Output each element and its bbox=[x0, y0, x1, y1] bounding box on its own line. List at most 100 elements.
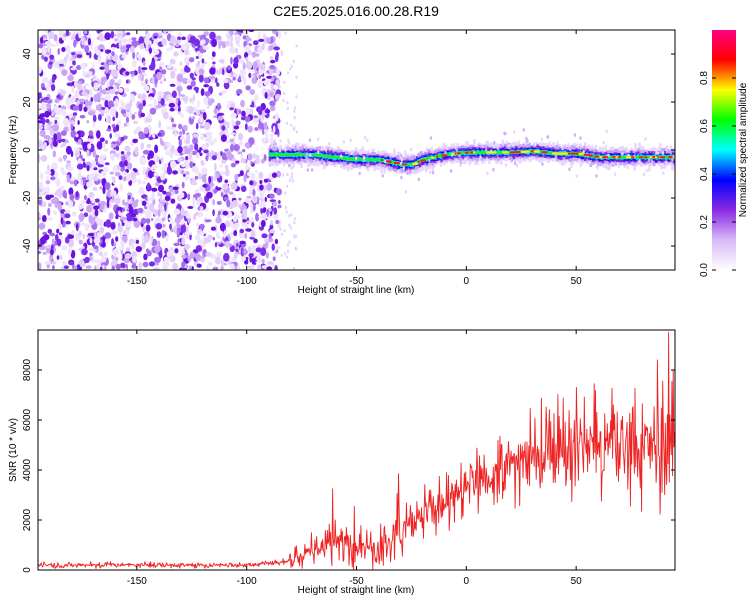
noise-speckle bbox=[137, 93, 143, 100]
signal-cell bbox=[648, 155, 650, 159]
noise-speckle bbox=[191, 182, 198, 186]
noise-speckle bbox=[254, 127, 259, 131]
signal-cell bbox=[288, 154, 291, 157]
noise-speckle bbox=[195, 110, 201, 116]
signal-speckle bbox=[465, 141, 468, 146]
signal-speckle bbox=[417, 177, 420, 182]
figure-title: C2E5.2025.016.00.28.R19 bbox=[273, 3, 439, 19]
noise-speckle bbox=[286, 107, 289, 111]
noise-speckle bbox=[81, 248, 88, 256]
snr-plot-area bbox=[38, 330, 675, 570]
noise-speckle bbox=[208, 157, 212, 161]
noise-speckle bbox=[44, 260, 52, 265]
noise-speckle bbox=[153, 172, 159, 177]
noise-speckle bbox=[250, 172, 256, 181]
noise-speckle bbox=[179, 61, 183, 66]
noise-speckle bbox=[224, 220, 231, 228]
signal-speckle bbox=[340, 154, 343, 158]
noise-speckle bbox=[145, 217, 151, 224]
noise-speckle bbox=[119, 183, 123, 192]
noise-speckle bbox=[109, 80, 114, 88]
noise-speckle bbox=[264, 109, 271, 114]
noise-speckle bbox=[282, 98, 285, 103]
noise-speckle bbox=[181, 181, 185, 189]
signal-cell bbox=[611, 155, 614, 159]
noise-speckle bbox=[121, 156, 126, 163]
noise-speckle bbox=[45, 179, 51, 185]
signal-peak-cell bbox=[401, 163, 405, 166]
noise-speckle bbox=[53, 105, 59, 114]
signal-speckle bbox=[404, 190, 408, 194]
noise-speckle bbox=[64, 139, 69, 144]
noise-speckle bbox=[280, 232, 284, 236]
noise-speckle bbox=[53, 60, 59, 69]
signal-cell bbox=[636, 156, 639, 159]
noise-speckle bbox=[166, 141, 171, 148]
noise-speckle bbox=[225, 150, 232, 159]
noise-speckle bbox=[107, 49, 112, 53]
noise-speckle bbox=[258, 122, 264, 130]
signal-speckle bbox=[572, 157, 576, 162]
noise-speckle bbox=[152, 267, 160, 270]
noise-speckle bbox=[85, 99, 89, 108]
noise-speckle bbox=[111, 46, 116, 51]
noise-speckle bbox=[270, 83, 274, 91]
noise-speckle bbox=[105, 140, 108, 145]
noise-speckle bbox=[202, 184, 208, 188]
signal-speckle bbox=[345, 165, 349, 169]
signal-cell bbox=[330, 155, 333, 159]
noise-speckle bbox=[154, 144, 159, 154]
noise-speckle bbox=[175, 43, 180, 48]
noise-speckle bbox=[191, 77, 196, 81]
noise-speckle bbox=[273, 207, 278, 215]
noise-speckle bbox=[142, 149, 150, 155]
noise-speckle bbox=[68, 199, 74, 208]
noise-speckle bbox=[200, 88, 205, 96]
noise-speckle bbox=[41, 117, 46, 126]
signal-speckle bbox=[406, 171, 409, 175]
noise-speckle bbox=[185, 156, 189, 161]
signal-peak-cell bbox=[501, 151, 509, 154]
noise-speckle bbox=[242, 208, 248, 217]
noise-speckle bbox=[71, 85, 75, 93]
signal-cell bbox=[289, 153, 292, 156]
noise-speckle bbox=[262, 207, 267, 213]
signal-speckle bbox=[276, 157, 279, 161]
noise-speckle bbox=[48, 61, 53, 65]
noise-speckle bbox=[251, 230, 255, 238]
noise-speckle bbox=[274, 238, 279, 245]
noise-speckle bbox=[234, 214, 241, 220]
signal-cell bbox=[353, 157, 356, 161]
noise-speckle bbox=[63, 154, 67, 162]
noise-speckle bbox=[270, 59, 276, 64]
noise-speckle bbox=[233, 144, 240, 152]
noise-speckle bbox=[229, 231, 234, 238]
noise-speckle bbox=[199, 258, 205, 263]
noise-speckle bbox=[48, 202, 52, 208]
noise-speckle bbox=[250, 207, 254, 214]
noise-speckle bbox=[105, 219, 112, 228]
signal-cell bbox=[278, 153, 281, 156]
noise-speckle bbox=[159, 91, 165, 96]
noise-speckle bbox=[108, 89, 116, 95]
noise-speckle bbox=[295, 95, 298, 99]
noise-speckle bbox=[271, 243, 275, 251]
noise-speckle bbox=[195, 56, 199, 59]
noise-speckle bbox=[169, 186, 174, 192]
noise-speckle bbox=[242, 218, 247, 223]
noise-speckle bbox=[205, 131, 213, 137]
noise-speckle bbox=[158, 95, 162, 100]
noise-speckle bbox=[277, 122, 281, 130]
signal-cell bbox=[539, 150, 542, 153]
noise-speckle bbox=[260, 79, 263, 88]
noise-speckle bbox=[242, 30, 247, 36]
noise-speckle bbox=[217, 115, 224, 121]
noise-speckle bbox=[50, 232, 56, 237]
noise-speckle bbox=[82, 158, 85, 162]
noise-speckle bbox=[60, 265, 65, 270]
signal-speckle bbox=[485, 141, 488, 146]
signal-cell bbox=[327, 154, 330, 158]
signal-cell bbox=[620, 155, 623, 158]
noise-speckle bbox=[165, 150, 171, 156]
noise-speckle bbox=[43, 43, 46, 47]
